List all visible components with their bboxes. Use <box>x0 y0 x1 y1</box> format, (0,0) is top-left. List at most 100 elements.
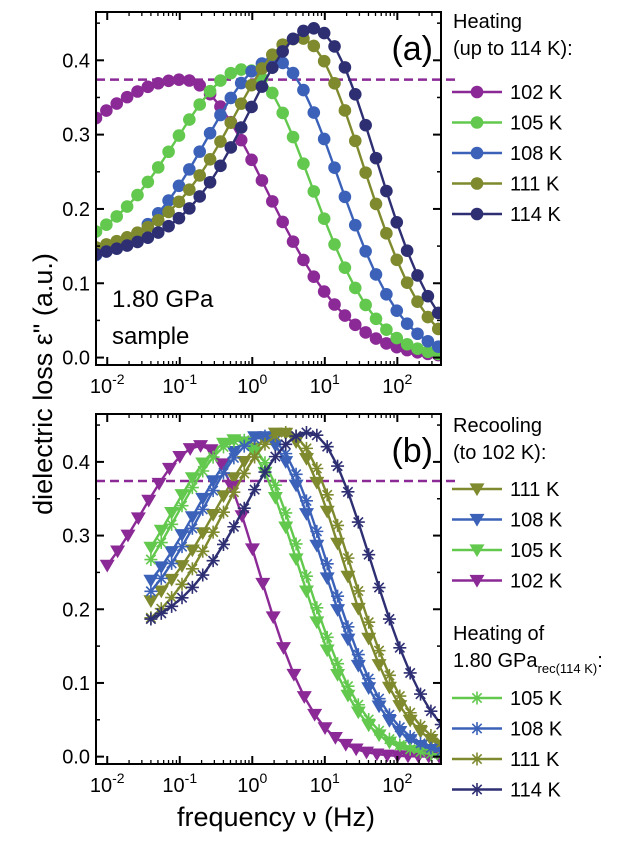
data-point <box>248 450 262 464</box>
data-point <box>286 235 300 248</box>
data-point <box>255 174 269 187</box>
data-point <box>248 483 262 497</box>
legend2-subtitle: 1.80 GParec(114 K): <box>453 650 603 676</box>
data-point <box>120 200 134 213</box>
y-tick-label: 0.1 <box>62 273 90 295</box>
data-point <box>216 537 230 551</box>
legend: Recooling (to 102 K): 111 K 108 K 105 K 102 K… <box>452 415 603 802</box>
data-point <box>214 135 227 148</box>
data-point <box>120 90 134 104</box>
data-point <box>351 584 365 598</box>
data-point <box>245 65 258 78</box>
data-point <box>340 570 356 584</box>
data-point <box>206 450 220 464</box>
data-point <box>350 602 366 616</box>
data-point <box>175 577 189 591</box>
data-point <box>162 205 175 219</box>
x-tick-label: 100 <box>237 371 267 398</box>
data-point <box>172 179 186 193</box>
data-point <box>224 91 238 105</box>
data-point <box>276 106 289 120</box>
data-point <box>348 281 362 295</box>
data-point <box>297 157 310 171</box>
data-point <box>393 738 407 752</box>
data-point <box>234 121 248 134</box>
data-point <box>390 340 404 354</box>
data-point <box>341 485 355 499</box>
data-point <box>266 86 279 100</box>
data-point <box>369 748 385 762</box>
data-point <box>234 133 248 147</box>
y-axis-title: dielectric loss ε" (a.u.) <box>28 253 58 515</box>
data-point <box>279 506 293 520</box>
legend-marker <box>470 207 484 221</box>
data-point <box>110 242 124 255</box>
data-point <box>424 728 438 742</box>
y-tick-label: 0.4 <box>62 452 90 474</box>
data-point <box>154 571 168 585</box>
data-point <box>224 116 238 130</box>
data-point <box>172 73 186 87</box>
data-point <box>310 601 324 615</box>
data-point <box>338 104 352 117</box>
data-point <box>299 441 313 455</box>
data-point <box>382 668 396 682</box>
data-point <box>185 562 199 576</box>
data-point <box>255 62 269 75</box>
data-point <box>120 529 136 543</box>
data-point <box>236 455 252 469</box>
data-point <box>348 87 362 101</box>
data-point <box>131 235 144 249</box>
data-point <box>289 467 303 481</box>
x-tick-label: 10-1 <box>162 770 197 797</box>
x-tick-label: 10-2 <box>90 770 125 797</box>
data-point <box>185 521 199 535</box>
data-point <box>411 342 424 356</box>
x-tick-label: 101 <box>310 371 340 398</box>
data-point <box>266 48 279 62</box>
data-point <box>184 511 200 524</box>
data-point <box>162 194 175 207</box>
data-point <box>183 183 196 196</box>
data-point <box>227 520 241 534</box>
data-point <box>297 253 310 267</box>
data-point <box>154 606 168 620</box>
data-point <box>266 195 279 208</box>
data-point <box>175 540 189 554</box>
data-point <box>403 666 417 680</box>
data-point <box>193 98 207 111</box>
data-point <box>424 704 438 718</box>
data-point <box>227 485 241 499</box>
data-point <box>414 745 428 759</box>
sample-annotation: sample <box>112 323 189 350</box>
data-point <box>320 557 334 571</box>
data-point <box>268 450 282 464</box>
data-point <box>99 559 115 573</box>
data-point <box>317 722 333 735</box>
data-point <box>431 322 441 336</box>
data-point <box>317 132 331 146</box>
data-point <box>193 169 207 182</box>
data-point <box>175 591 189 605</box>
legend-title: Heating <box>453 11 522 33</box>
legend-marker <box>470 783 484 796</box>
data-point <box>403 730 417 744</box>
data-point <box>151 161 165 174</box>
data-point <box>227 434 241 448</box>
data-point <box>141 231 155 245</box>
data-point <box>184 544 200 558</box>
data-point <box>245 78 258 92</box>
data-point <box>400 244 414 257</box>
data-point <box>151 226 165 239</box>
data-point <box>214 74 227 87</box>
data-point <box>279 437 293 451</box>
data-point <box>382 708 396 722</box>
plot-frame <box>95 413 442 765</box>
legend-marker <box>469 544 485 558</box>
data-point <box>393 689 407 703</box>
data-point <box>195 492 211 506</box>
data-point <box>296 691 312 704</box>
data-point <box>348 134 362 148</box>
data-point <box>341 551 355 565</box>
